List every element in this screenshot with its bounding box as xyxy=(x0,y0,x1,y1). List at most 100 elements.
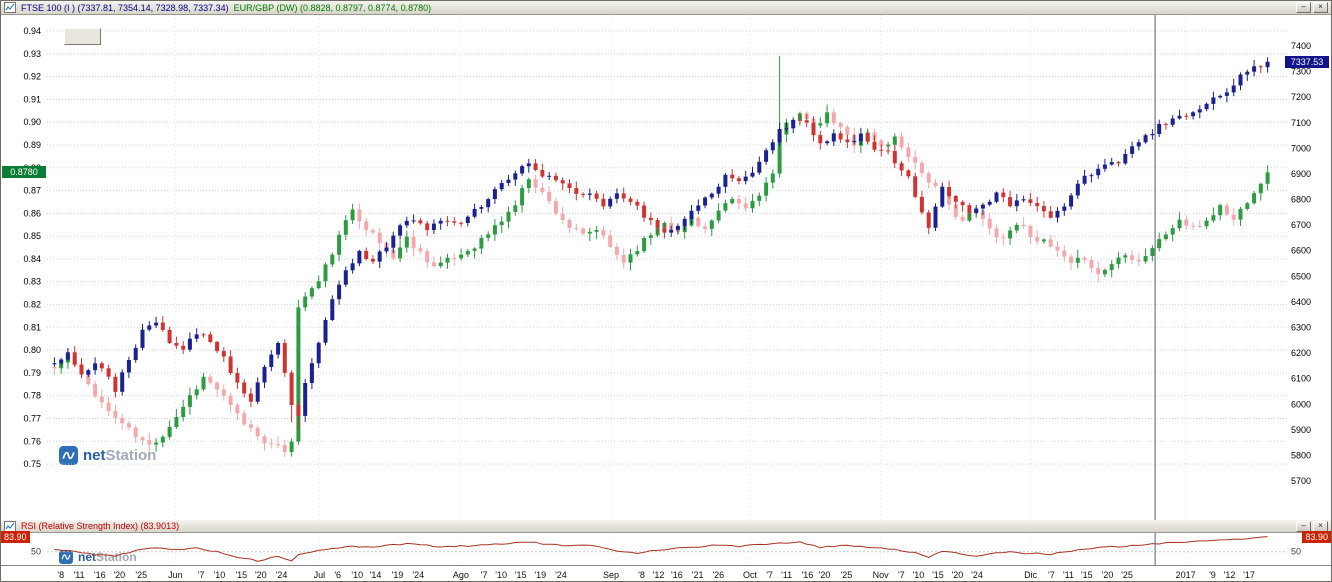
date-tick: '8 xyxy=(638,570,645,580)
svg-text:50: 50 xyxy=(31,547,41,557)
chart-icon xyxy=(4,2,16,13)
date-tick: Nov xyxy=(872,570,889,580)
date-tick: '15 xyxy=(514,570,527,580)
date-tick: '20 xyxy=(254,570,267,580)
ftse-price-label: 7337.53 xyxy=(1285,56,1329,68)
left-axis-tick: 0.78 xyxy=(23,391,41,401)
date-tick: Jun xyxy=(168,570,183,580)
date-tick: '25 xyxy=(135,570,148,580)
left-axis-tick: 0.91 xyxy=(23,94,41,104)
left-axis-tick: 0.84 xyxy=(23,254,41,264)
svg-text:50: 50 xyxy=(1291,547,1301,557)
main-titlebar-buttons: – × xyxy=(1296,2,1328,13)
rsi-indicator-chart[interactable]: 50 50 xyxy=(1,533,1332,565)
date-tick: '9 xyxy=(1209,570,1216,580)
rsi-mid-labels: 50 50 xyxy=(31,547,1301,557)
date-tick: '11 xyxy=(73,570,85,580)
date-tick: '17 xyxy=(1243,570,1255,580)
main-price-chart[interactable]: 0.940.930.920.910.900.890.880.870.860.85… xyxy=(1,15,1332,520)
main-axis-tick-labels: 0.940.930.920.910.900.890.880.870.860.85… xyxy=(23,26,1311,486)
series-ftse-bars xyxy=(52,57,1270,430)
netstation-logo-icon xyxy=(59,446,78,465)
left-axis-tick: 0.92 xyxy=(23,72,41,82)
main-gridlines xyxy=(47,15,1287,520)
date-tick: '10 xyxy=(495,570,508,580)
left-axis-tick: 0.89 xyxy=(23,140,41,150)
main-symbol-title: FTSE 100 (I ) (7337.81, 7354.14, 7328.98… xyxy=(21,2,229,13)
date-tick: Ago xyxy=(452,570,469,580)
date-tick: '7 xyxy=(766,570,773,580)
date-tick: '12 xyxy=(652,570,665,580)
netstation-watermark-text: netStation xyxy=(83,447,157,464)
date-tick: '15 xyxy=(1080,570,1093,580)
date-tick: '19 xyxy=(391,570,404,580)
right-axis-tick: 6500 xyxy=(1291,271,1311,281)
date-tick: '14 xyxy=(369,570,382,580)
left-axis-tick: 0.79 xyxy=(23,368,41,378)
left-axis-tick: 0.76 xyxy=(23,436,41,446)
date-tick: '11 xyxy=(1062,570,1074,580)
left-axis-tick: 0.83 xyxy=(23,277,41,287)
date-tick: '7 xyxy=(897,570,905,580)
date-tick: '16 xyxy=(670,570,683,580)
close-button[interactable]: × xyxy=(1313,2,1328,13)
left-axis-tick: 0.82 xyxy=(23,300,41,310)
right-axis-tick: 6100 xyxy=(1291,374,1311,384)
minimize-button[interactable]: – xyxy=(1296,2,1311,13)
date-tick: '11 xyxy=(781,570,793,580)
date-tick: '12 xyxy=(1223,570,1236,580)
rsi-close-button[interactable]: × xyxy=(1313,520,1328,532)
date-tick: '20 xyxy=(818,570,831,580)
overlay-symbol-title: EUR/GBP (DW) (0.8828, 0.8797, 0.8774, 0.… xyxy=(233,2,432,13)
legend-box xyxy=(64,28,101,45)
date-tick: '25 xyxy=(1121,570,1133,580)
right-axis-tick: 7100 xyxy=(1291,118,1311,128)
right-axis-tick: 5800 xyxy=(1291,451,1311,461)
date-tick: '25 xyxy=(840,570,853,580)
rsi-line xyxy=(54,536,1268,562)
left-axis-tick: 0.77 xyxy=(23,414,41,424)
netstation-watermark: netStation xyxy=(59,446,156,465)
date-tick: '20 xyxy=(951,570,964,580)
date-tick: '15 xyxy=(932,570,944,580)
rsi-minimize-button[interactable]: – xyxy=(1296,520,1311,532)
date-tick: '20 xyxy=(113,570,126,580)
chart-icon xyxy=(4,520,16,532)
date-tick: '7 xyxy=(1048,570,1055,580)
series-eurgbp-bars xyxy=(52,56,1270,457)
date-tick: Jul xyxy=(313,570,326,580)
right-axis-tick: 7200 xyxy=(1291,92,1311,102)
left-axis-tick: 0.81 xyxy=(23,322,41,332)
left-axis-tick: 0.94 xyxy=(23,26,41,36)
date-tick: '7 xyxy=(197,570,205,580)
right-axis-tick: 5700 xyxy=(1291,476,1311,486)
right-axis-tick: 6300 xyxy=(1291,323,1311,333)
date-tick: '24 xyxy=(412,570,425,580)
left-axis-tick: 0.75 xyxy=(23,459,41,469)
date-tick: '24 xyxy=(275,570,288,580)
date-tick: '6 xyxy=(334,570,342,580)
date-tick: '24 xyxy=(555,570,567,580)
right-axis-tick: 6400 xyxy=(1291,297,1311,307)
date-tick: '19 xyxy=(534,570,547,580)
rsi-value-label-right: 83.90 xyxy=(1302,531,1331,543)
date-tick: '10 xyxy=(213,570,226,580)
eurgbp-price-label: 0.8780 xyxy=(2,166,46,178)
rsi-title: RSI (Relative Strength Index) (83.9013) xyxy=(21,521,180,531)
right-axis-tick: 6700 xyxy=(1291,220,1311,230)
date-tick: '8 xyxy=(57,570,65,580)
rsi-titlebar-buttons: – × xyxy=(1296,520,1328,532)
rsi-value-label-left: 83.90 xyxy=(1,531,30,543)
date-tick: '24 xyxy=(971,570,983,580)
date-tick: '15 xyxy=(235,570,248,580)
netstation-logo-icon xyxy=(59,550,73,564)
left-axis-tick: 0.93 xyxy=(23,49,41,59)
right-axis-tick: 7300 xyxy=(1291,67,1311,77)
date-tick: '16 xyxy=(801,570,814,580)
date-axis[interactable]: '8 '11 '16 '20 '25 Jun '7 '10 '15 '20 '24 Jul '6 '10 '… xyxy=(1,565,1331,581)
right-axis-tick: 7400 xyxy=(1291,41,1311,51)
date-tick: '21 xyxy=(691,570,704,580)
date-tick: '20 xyxy=(1101,570,1114,580)
date-tick: '10 xyxy=(912,570,925,580)
